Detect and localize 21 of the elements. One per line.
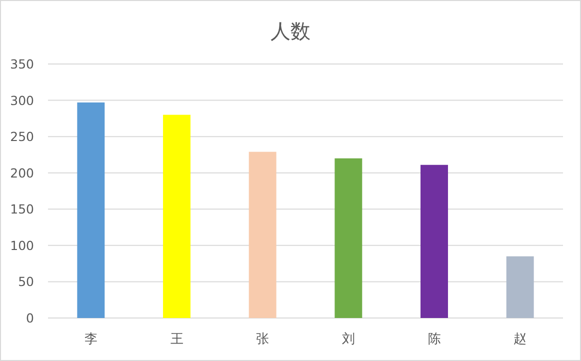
bar <box>506 256 534 318</box>
x-tick-label: 张 <box>256 332 270 347</box>
y-tick-label: 350 <box>10 56 34 72</box>
chart-title: 人数 <box>270 19 310 43</box>
y-tick-label: 150 <box>10 202 34 217</box>
x-tick-label: 刘 <box>342 332 355 347</box>
y-tick-label: 0 <box>26 310 34 326</box>
x-tick-label: 李 <box>84 332 98 347</box>
y-tick-label: 100 <box>10 238 34 253</box>
bar <box>420 164 448 318</box>
y-tick-label: 300 <box>10 92 34 108</box>
x-tick-label: 陈 <box>428 332 441 347</box>
y-tick-label: 50 <box>18 274 34 290</box>
x-tick-label: 王 <box>170 332 184 347</box>
x-tick-label: 赵 <box>514 332 527 347</box>
bar <box>77 102 105 318</box>
y-tick-label: 250 <box>10 129 34 144</box>
bar <box>334 158 362 318</box>
bar <box>163 114 190 318</box>
y-tick-label: 200 <box>10 165 34 180</box>
bar <box>248 152 276 318</box>
